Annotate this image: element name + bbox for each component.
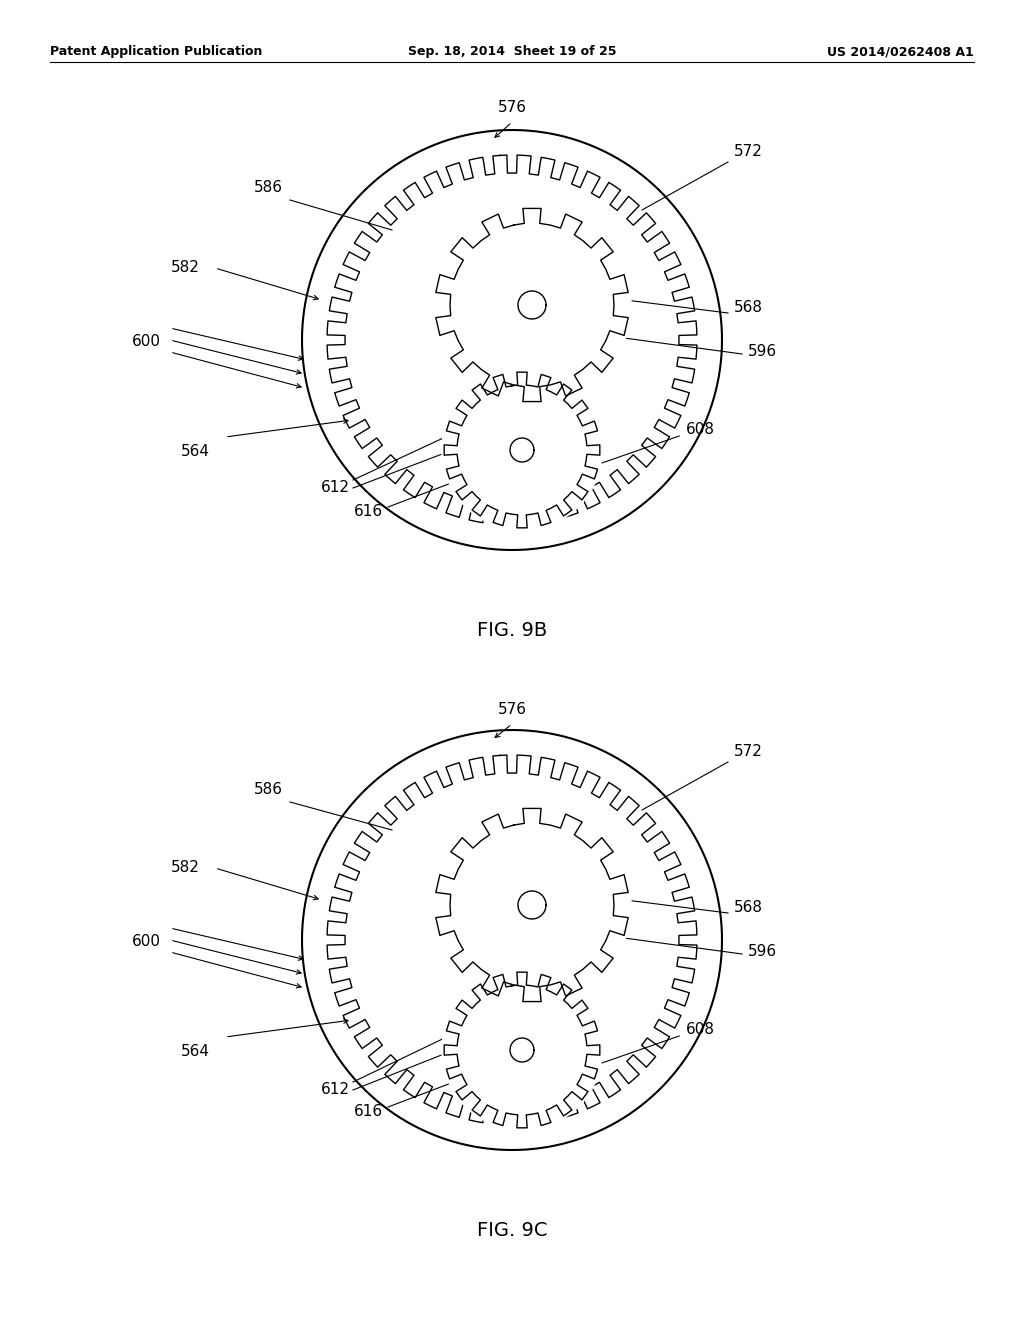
Text: 576: 576	[498, 100, 526, 116]
Text: 572: 572	[733, 744, 763, 759]
Text: US 2014/0262408 A1: US 2014/0262408 A1	[827, 45, 974, 58]
Polygon shape	[510, 1038, 534, 1063]
Text: 604: 604	[515, 1105, 545, 1119]
Text: 596: 596	[748, 345, 776, 359]
Text: Sep. 18, 2014  Sheet 19 of 25: Sep. 18, 2014 Sheet 19 of 25	[408, 45, 616, 58]
Polygon shape	[510, 438, 534, 462]
Text: 582: 582	[171, 861, 200, 875]
Polygon shape	[442, 370, 602, 531]
Text: 604: 604	[515, 504, 545, 520]
Text: 586: 586	[254, 181, 283, 195]
Text: 600: 600	[131, 334, 161, 350]
Text: 596: 596	[748, 945, 776, 960]
Text: 564: 564	[180, 1044, 210, 1060]
Polygon shape	[436, 808, 628, 1002]
Text: 612: 612	[321, 480, 349, 495]
Text: 616: 616	[353, 504, 383, 520]
Polygon shape	[518, 891, 546, 919]
Polygon shape	[436, 209, 628, 401]
Text: 600: 600	[131, 935, 161, 949]
Text: 608: 608	[685, 1023, 715, 1038]
Polygon shape	[327, 755, 697, 1125]
Polygon shape	[518, 290, 546, 319]
Polygon shape	[327, 154, 697, 525]
Text: Patent Application Publication: Patent Application Publication	[50, 45, 262, 58]
Text: 582: 582	[171, 260, 200, 276]
Text: FIG. 9B: FIG. 9B	[477, 620, 547, 639]
Text: 616: 616	[353, 1105, 383, 1119]
Polygon shape	[433, 807, 631, 1005]
Text: 568: 568	[733, 900, 763, 916]
Polygon shape	[442, 970, 602, 1130]
Text: 564: 564	[180, 445, 210, 459]
Polygon shape	[444, 972, 600, 1127]
Text: 612: 612	[321, 1082, 349, 1097]
Text: 576: 576	[498, 702, 526, 718]
Polygon shape	[433, 206, 631, 404]
Polygon shape	[444, 372, 600, 528]
Text: 572: 572	[733, 144, 763, 160]
Text: 608: 608	[685, 422, 715, 437]
Text: FIG. 9C: FIG. 9C	[477, 1221, 547, 1239]
Text: 568: 568	[733, 301, 763, 315]
Text: 586: 586	[254, 783, 283, 797]
